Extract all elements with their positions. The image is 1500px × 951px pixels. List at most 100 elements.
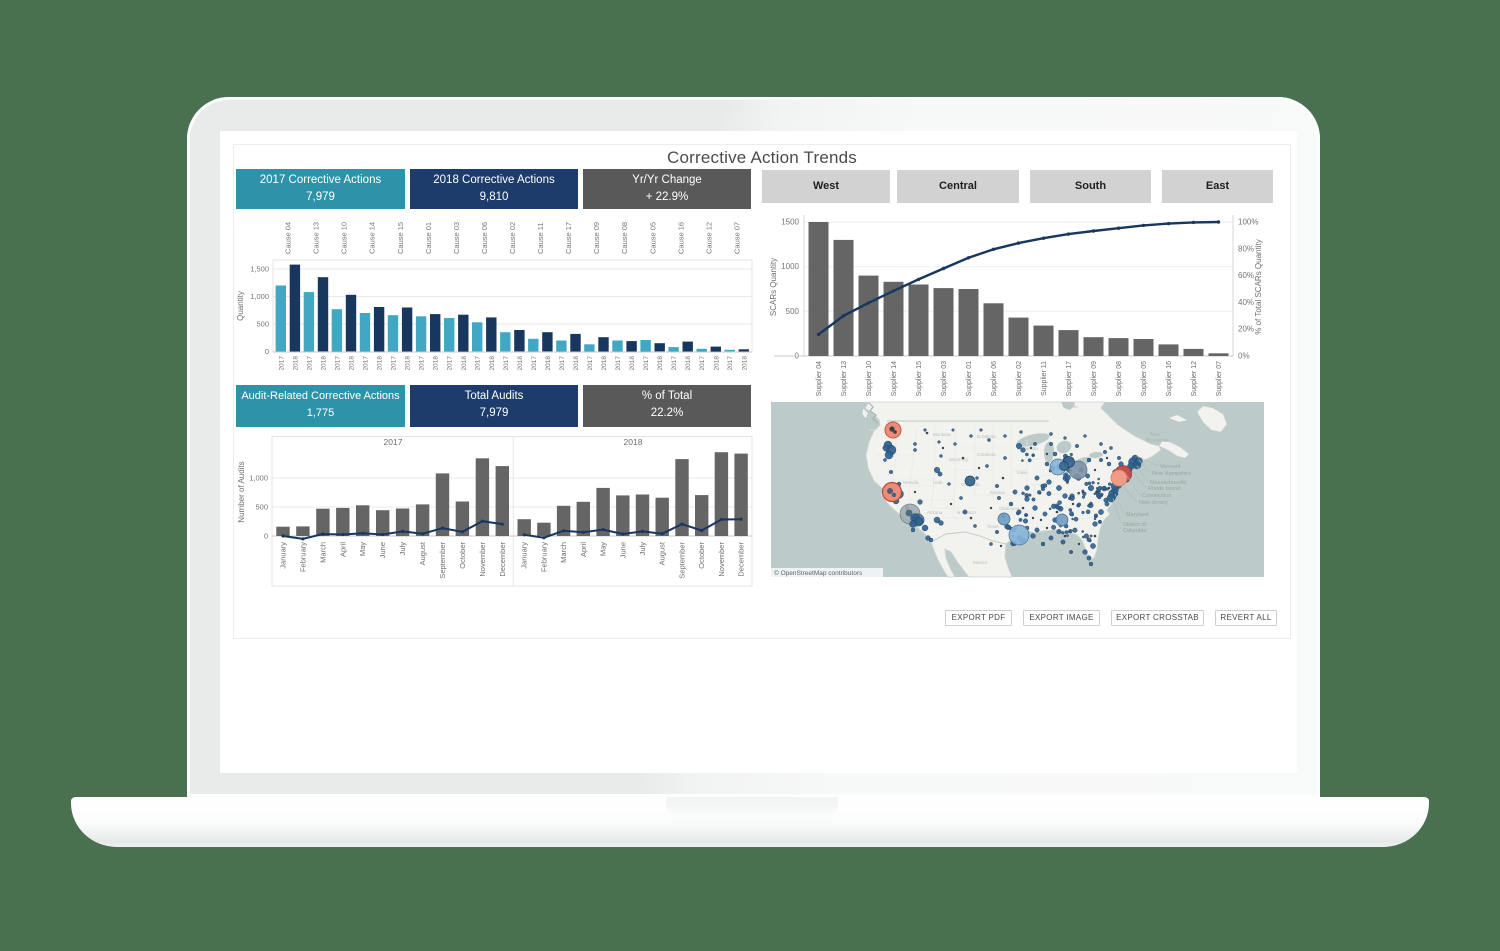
svg-text:Cause 14: Cause 14 — [368, 222, 377, 254]
svg-text:60%: 60% — [1238, 271, 1254, 280]
svg-text:N.Dakota: N.Dakota — [977, 434, 996, 439]
svg-text:September: September — [678, 541, 687, 578]
svg-text:500: 500 — [256, 320, 269, 329]
svg-text:October: October — [697, 542, 706, 569]
svg-text:2017: 2017 — [699, 356, 706, 371]
svg-text:2017: 2017 — [531, 356, 538, 371]
svg-text:Wyoming: Wyoming — [949, 457, 968, 462]
svg-text:2017: 2017 — [278, 356, 285, 371]
svg-text:2017: 2017 — [384, 437, 403, 447]
svg-text:1500: 1500 — [781, 218, 799, 227]
svg-text:2018: 2018 — [349, 356, 356, 371]
svg-text:Supplier 01: Supplier 01 — [966, 361, 973, 397]
svg-text:Utah: Utah — [933, 480, 943, 485]
svg-text:2017: 2017 — [615, 356, 622, 371]
svg-text:2018: 2018 — [685, 356, 692, 371]
svg-text:Supplier 04: Supplier 04 — [816, 361, 823, 397]
svg-text:October: October — [458, 542, 467, 569]
svg-text:© OpenStreetMap contributors: © OpenStreetMap contributors — [774, 569, 863, 577]
svg-text:Supplier 06: Supplier 06 — [991, 361, 998, 397]
svg-text:2017: 2017 — [643, 356, 650, 371]
svg-text:2017: 2017 — [447, 356, 454, 371]
svg-text:Cause 03: Cause 03 — [452, 222, 461, 254]
svg-text:S.Dakota: S.Dakota — [977, 452, 996, 457]
svg-text:New Jersey: New Jersey — [1139, 500, 1168, 506]
svg-text:1,000: 1,000 — [250, 292, 269, 301]
svg-text:2017: 2017 — [587, 356, 594, 371]
svg-text:Supplier 15: Supplier 15 — [916, 361, 923, 397]
svg-text:Cause 15: Cause 15 — [396, 222, 405, 254]
svg-text:Connecticut: Connecticut — [1142, 493, 1172, 499]
svg-text:March: March — [559, 542, 568, 563]
svg-text:Vermont: Vermont — [1160, 464, 1181, 470]
svg-text:2017: 2017 — [475, 356, 482, 371]
svg-text:2018: 2018 — [624, 437, 643, 447]
svg-text:% of Total SCARs Quantity: % of Total SCARs Quantity — [1254, 239, 1263, 334]
svg-text:2018: 2018 — [601, 356, 608, 371]
svg-text:Cause 10: Cause 10 — [340, 222, 349, 254]
svg-text:Supplier 12: Supplier 12 — [1191, 361, 1198, 397]
svg-text:Cause 09: Cause 09 — [592, 222, 601, 254]
svg-text:0: 0 — [264, 532, 268, 541]
svg-text:November: November — [478, 542, 487, 577]
svg-text:Maryland: Maryland — [1126, 512, 1149, 518]
svg-text:July: July — [398, 542, 407, 556]
svg-text:June: June — [618, 542, 627, 558]
svg-text:December: December — [737, 542, 746, 577]
svg-text:August: August — [418, 541, 427, 565]
svg-text:Cause 08: Cause 08 — [620, 222, 629, 254]
svg-text:80%: 80% — [1238, 244, 1254, 253]
svg-text:Oklahoma: Oklahoma — [999, 506, 1020, 511]
svg-text:2018: 2018 — [292, 356, 299, 371]
svg-text:Supplier 09: Supplier 09 — [1091, 361, 1098, 397]
svg-text:Columbia: Columbia — [1123, 528, 1147, 534]
svg-text:Cause 06: Cause 06 — [480, 222, 489, 254]
svg-text:Supplier 05: Supplier 05 — [1141, 361, 1148, 397]
svg-text:April: April — [338, 542, 347, 557]
svg-text:Quantity: Quantity — [236, 291, 245, 321]
svg-text:Cause 04: Cause 04 — [284, 222, 293, 254]
svg-text:2017: 2017 — [391, 356, 398, 371]
svg-text:December: December — [498, 542, 507, 577]
svg-text:1000: 1000 — [781, 262, 799, 271]
svg-text:2018: 2018 — [461, 356, 468, 371]
svg-text:Cause 16: Cause 16 — [676, 222, 685, 254]
svg-text:Cause 01: Cause 01 — [424, 222, 433, 254]
svg-text:2018: 2018 — [741, 356, 748, 371]
svg-text:Cause 11: Cause 11 — [536, 222, 545, 254]
svg-text:2018: 2018 — [321, 356, 328, 371]
svg-text:Supplier 07: Supplier 07 — [1216, 361, 1223, 397]
svg-text:Montana: Montana — [933, 432, 951, 437]
svg-text:Texas: Texas — [987, 524, 1000, 529]
svg-text:Ontario: Ontario — [1063, 404, 1078, 409]
svg-text:Number of Audits: Number of Audits — [237, 461, 246, 522]
svg-text:September: September — [438, 541, 447, 578]
svg-text:2017: 2017 — [419, 356, 426, 371]
svg-text:Arizona: Arizona — [927, 510, 943, 515]
svg-text:Massachusetts: Massachusetts — [1150, 480, 1187, 486]
svg-text:Cause 17: Cause 17 — [564, 222, 573, 254]
svg-text:Kansas: Kansas — [990, 490, 1006, 495]
svg-text:2018: 2018 — [433, 356, 440, 371]
svg-text:August: August — [658, 541, 667, 565]
svg-text:July: July — [638, 542, 647, 556]
svg-text:500: 500 — [255, 503, 268, 512]
svg-text:0: 0 — [265, 347, 269, 356]
svg-text:20%: 20% — [1238, 325, 1254, 334]
svg-text:February: February — [539, 542, 548, 572]
svg-text:2018: 2018 — [545, 356, 552, 371]
svg-text:SCARs Quantity: SCARs Quantity — [769, 258, 778, 316]
svg-text:40%: 40% — [1238, 298, 1254, 307]
svg-text:Supplier 16: Supplier 16 — [1166, 361, 1173, 397]
svg-text:2018: 2018 — [377, 356, 384, 371]
svg-text:2018: 2018 — [657, 356, 664, 371]
svg-text:2017: 2017 — [727, 356, 734, 371]
svg-text:2018: 2018 — [405, 356, 412, 371]
svg-text:2017: 2017 — [334, 356, 341, 371]
svg-text:2017: 2017 — [503, 356, 510, 371]
svg-text:Supplier 14: Supplier 14 — [891, 361, 898, 397]
svg-text:March: March — [318, 542, 327, 563]
svg-text:District of: District of — [1123, 522, 1146, 528]
svg-text:Supplier 03: Supplier 03 — [941, 361, 948, 397]
svg-text:January: January — [279, 542, 288, 569]
